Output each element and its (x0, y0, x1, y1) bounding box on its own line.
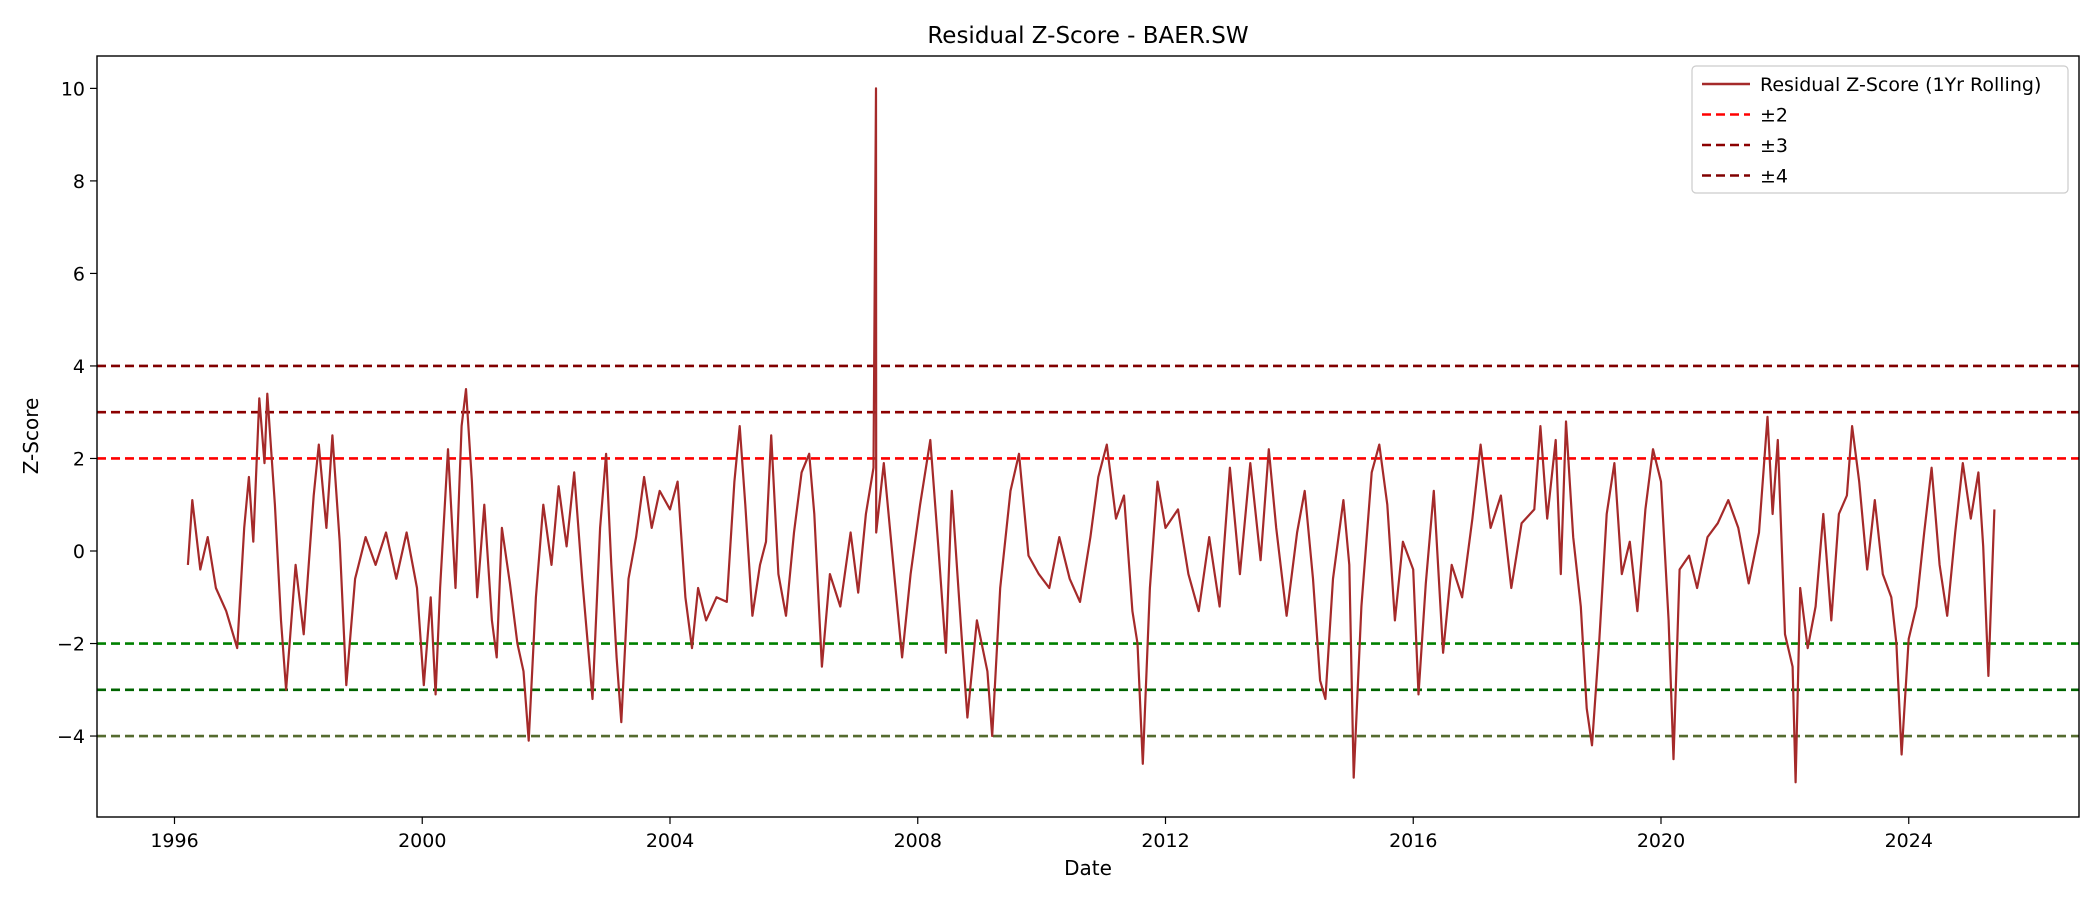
x-tick-label: 2008 (894, 830, 942, 852)
x-axis-label: Date (1064, 856, 1112, 880)
legend-label: ±4 (1760, 166, 1788, 188)
x-axis: 1996 2000 2004 2008 2012 2016 2020 2024 (150, 817, 1933, 852)
x-tick-label: 2004 (646, 830, 694, 852)
chart-title: Residual Z-Score - BAER.SW (927, 23, 1248, 49)
legend-label: ±2 (1760, 105, 1788, 127)
plot-frame (96, 55, 2080, 818)
x-tick-label: 1996 (150, 830, 198, 852)
x-tick-label: 2000 (398, 830, 446, 852)
y-tick-label: 2 (73, 448, 85, 470)
legend-items: Residual Z-Score (1Yr Rolling) ±2 ±3 ±4 (1702, 74, 2041, 188)
y-tick-label: −4 (57, 726, 85, 748)
legend-frame (1691, 65, 2069, 194)
y-tick-label: 0 (73, 541, 85, 563)
x-tick-label: 2020 (1637, 830, 1685, 852)
y-tick-label: 4 (73, 356, 85, 378)
y-tick-label: −2 (57, 634, 85, 656)
x-tick-label: 2016 (1389, 830, 1437, 852)
x-tick-label: 2012 (1141, 830, 1189, 852)
legend-label: Residual Z-Score (1Yr Rolling) (1760, 74, 2041, 96)
series-line-residual-z-score (186, 87, 1996, 784)
y-tick-label: 8 (73, 171, 85, 193)
y-axis-label: Z-Score (19, 398, 43, 475)
series-layer (186, 87, 1996, 784)
y-tick-label: 10 (61, 78, 85, 100)
legend: Residual Z-Score (1Yr Rolling) ±2 ±3 ±4 (1691, 65, 2069, 194)
y-axis: −4 −2 0 2 4 6 8 10 (57, 78, 97, 748)
legend-label: ±3 (1760, 135, 1788, 157)
y-tick-label: 6 (73, 263, 85, 285)
x-tick-label: 2024 (1885, 830, 1933, 852)
